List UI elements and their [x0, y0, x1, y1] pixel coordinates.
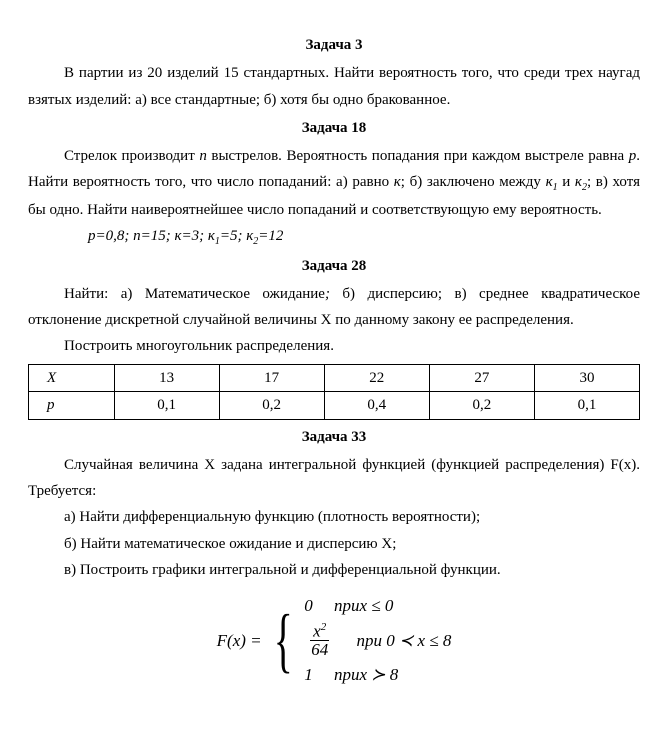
table-row: Х 13 17 22 27 30	[29, 364, 640, 392]
params-a: р=0,8; n=15; к=3; к	[88, 228, 215, 244]
lhs: F(x) =	[217, 626, 262, 656]
t2-e: и	[558, 174, 575, 190]
task33-c: в) Построить графики интегральной и дифф…	[28, 557, 640, 583]
cell-p-0: 0,1	[114, 392, 219, 420]
piecewise-function: F(x) = { 0 npux ≤ 0 x2 64 npu 0 ≺ x ≤ 8 …	[28, 591, 640, 690]
task33-a: а) Найти дифференциальную функцию (плотн…	[28, 504, 640, 530]
cell-p-1: 0,2	[219, 392, 324, 420]
task3-text: В партии из 20 изделий 15 стандартных. Н…	[28, 60, 640, 113]
task3-title: Задача 3	[28, 32, 640, 58]
t2-b: выстрелов. Вероятность попадания при каж…	[207, 148, 629, 164]
numerator: x2	[310, 622, 329, 642]
t2-a: Стрелок производит	[64, 148, 199, 164]
var-k1: к	[546, 174, 553, 190]
distribution-table: Х 13 17 22 27 30 р 0,1 0,2 0,4 0,2 0,1	[28, 364, 640, 420]
case-line-2: x2 64 npu 0 ≺ x ≤ 8	[304, 622, 451, 659]
case-line-1: 0 npux ≤ 0	[304, 591, 451, 621]
t3-a: Найти: а) Математическое ожидание	[64, 286, 325, 302]
t2-d: ; б) заключено между	[401, 174, 546, 190]
cell-p-3: 0,2	[429, 392, 534, 420]
case-line-3: 1 npux ≻ 8	[304, 660, 451, 690]
row-x-label: Х	[29, 364, 115, 392]
cell-p-4: 0,1	[534, 392, 639, 420]
var-k2: к	[575, 174, 582, 190]
cell-x-2: 22	[324, 364, 429, 392]
cell-x-4: 30	[534, 364, 639, 392]
equation-wrap: F(x) = { 0 npux ≤ 0 x2 64 npu 0 ≺ x ≤ 8 …	[217, 591, 452, 690]
task33-b: б) Найти математическое ожидание и диспе…	[28, 531, 640, 557]
cell-x-1: 17	[219, 364, 324, 392]
task28-build: Построить многоугольник распределения.	[28, 333, 640, 359]
task33-intro: Случайная величина Х задана интегральной…	[28, 452, 640, 505]
table-row: р 0,1 0,2 0,4 0,2 0,1	[29, 392, 640, 420]
num-exp: 2	[321, 621, 327, 633]
num-var: x	[313, 621, 321, 640]
task18-params: р=0,8; n=15; к=3; к1=5; к2=12	[28, 223, 640, 251]
cases: 0 npux ≤ 0 x2 64 npu 0 ≺ x ≤ 8 1 npux ≻ …	[304, 591, 451, 690]
cell-x-0: 13	[114, 364, 219, 392]
params-b: =5; к	[220, 228, 253, 244]
var-k: к	[394, 174, 401, 190]
denominator: 64	[308, 641, 331, 659]
task28-title: Задача 28	[28, 253, 640, 279]
task33-title: Задача 33	[28, 424, 640, 450]
task18-text: Стрелок производит n выстрелов. Вероятно…	[28, 143, 640, 223]
fraction: x2 64	[308, 622, 331, 659]
cell-x-3: 27	[429, 364, 534, 392]
case2-cond: npu 0 ≺ x ≤ 8	[335, 626, 451, 656]
task28-text: Найти: а) Математическое ожидание; б) ди…	[28, 281, 640, 334]
task18-title: Задача 18	[28, 115, 640, 141]
left-brace-icon: {	[273, 604, 292, 676]
row-p-label: р	[29, 392, 115, 420]
params-c: =12	[258, 228, 283, 244]
var-n: n	[199, 148, 207, 164]
cell-p-2: 0,4	[324, 392, 429, 420]
